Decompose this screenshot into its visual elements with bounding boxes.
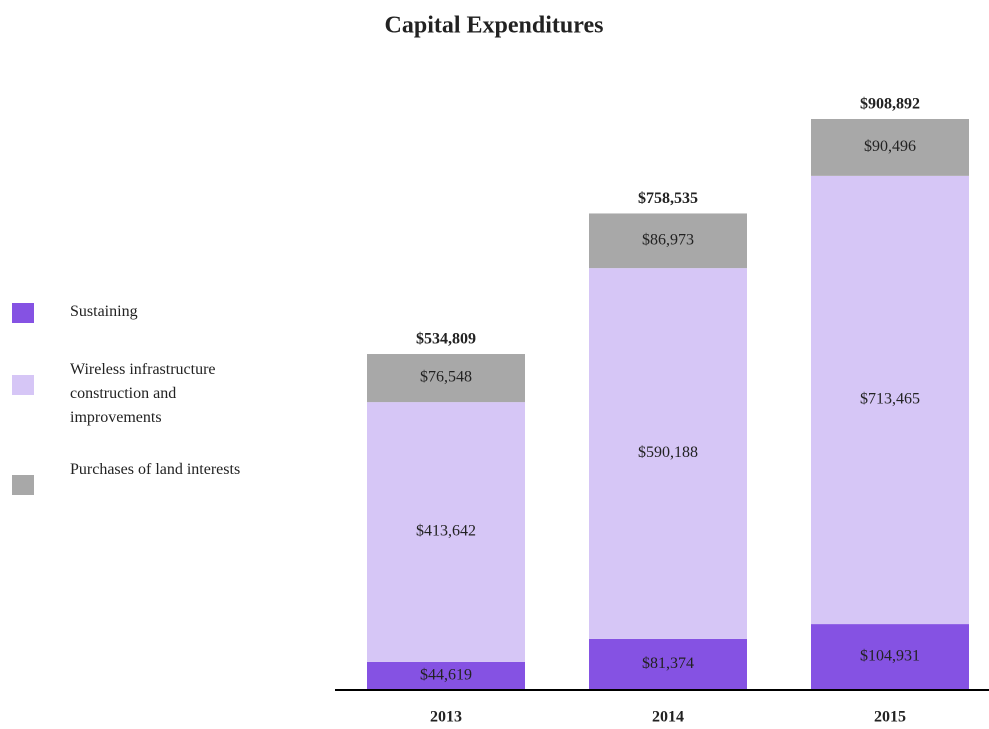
bar-segment — [811, 624, 969, 690]
legend-label: Wireless infrastructure construction and… — [70, 361, 216, 426]
legend-item: Sustaining — [12, 300, 138, 323]
x-tick-label: 2014 — [652, 709, 684, 726]
legend-swatch — [12, 303, 34, 323]
bar-segment — [811, 175, 969, 625]
value-label: $90,496 — [864, 138, 916, 155]
legend-item: Purchases of land interests — [12, 458, 240, 495]
value-label: $44,619 — [420, 667, 472, 684]
legend-label: Purchases of land interests — [70, 461, 241, 478]
value-label: $713,465 — [860, 391, 920, 408]
chart-title: Capital Expenditures — [385, 13, 604, 39]
legend-item: Wireless infrastructure construction and… — [12, 358, 216, 426]
value-label: $76,548 — [420, 369, 472, 386]
legend-label: Sustaining — [70, 303, 138, 320]
value-label: $86,973 — [642, 231, 694, 248]
legend-swatch — [12, 375, 34, 395]
bar-segment — [367, 661, 525, 690]
bar-segment — [589, 268, 747, 639]
value-label: $104,931 — [860, 648, 920, 665]
value-label: $590,188 — [638, 444, 698, 461]
bar-segment — [811, 119, 969, 176]
value-label: $413,642 — [416, 523, 476, 540]
value-label: $81,374 — [642, 655, 694, 672]
bar-segment — [589, 638, 747, 690]
bar-segment — [589, 213, 747, 269]
total-label: $758,535 — [638, 190, 698, 207]
total-label: $908,892 — [860, 96, 920, 113]
x-tick-label: 2013 — [430, 709, 462, 726]
legend-swatch — [12, 475, 34, 495]
bar-segment — [367, 354, 525, 403]
total-label: $534,809 — [416, 331, 476, 348]
x-tick-label: 2015 — [874, 709, 906, 726]
bar-segment — [367, 402, 525, 662]
